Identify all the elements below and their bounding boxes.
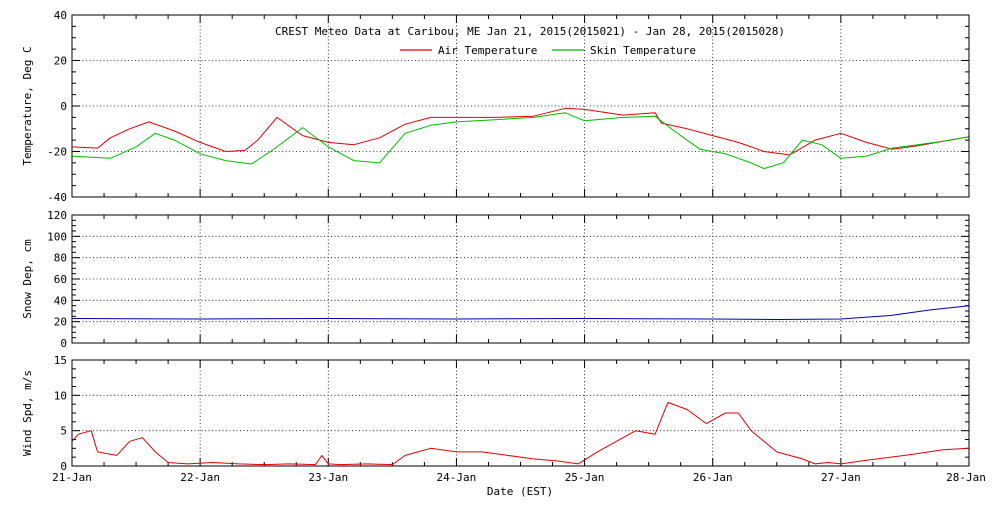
x-tick-label: 21-Jan xyxy=(52,471,92,484)
legend-label-skin-temperature: Skin Temperature xyxy=(590,44,696,57)
snow-depth-ytick-label: 20 xyxy=(54,316,67,329)
snow-depth-ytick-label: 40 xyxy=(54,294,67,307)
wind-speed-plot-frame xyxy=(71,359,970,467)
legend: Air Temperature Skin Temperature xyxy=(400,44,696,57)
wind-speed-ytick-label: 0 xyxy=(60,460,67,473)
x-tick-label: 24-Jan xyxy=(437,471,477,484)
temperature-ytick-label: 0 xyxy=(60,100,67,113)
x-tick-label: 22-Jan xyxy=(180,471,220,484)
temperature-ytick-label: 40 xyxy=(54,9,67,22)
chart-title: CREST Meteo Data at Caribou, ME Jan 21, … xyxy=(275,25,785,38)
snow-depth-ytick-label: 60 xyxy=(54,273,67,286)
x-axis-label: Date (EST) xyxy=(487,485,553,498)
temperature-series-air-temperature xyxy=(71,107,970,156)
snow-depth-plot-frame xyxy=(71,214,970,344)
snow-depth-ytick-label: 120 xyxy=(47,209,67,222)
wind-speed-panel: 0 5 10 15 Wind Spd, m/s 21-Jan 22-Jan 23-Jan 24-… xyxy=(21,354,986,484)
wind-speed-ytick-label: 15 xyxy=(54,354,67,367)
temperature-panel: -40 -20 0 20 40 Temperature, Deg C xyxy=(21,9,970,204)
legend-label-air-temperature: Air Temperature xyxy=(438,44,537,57)
x-tick-label: 23-Jan xyxy=(308,471,348,484)
x-tick-label: 27-Jan xyxy=(821,471,861,484)
temperature-ytick-label: -40 xyxy=(47,191,67,204)
snow-depth-ytick-label: 80 xyxy=(54,252,67,265)
snow-depth-series-0 xyxy=(71,305,970,320)
wind-speed-ytick-label: 5 xyxy=(60,425,67,438)
wind-speed-ytick-label: 10 xyxy=(54,389,67,402)
x-tick-label: 28-Jan xyxy=(946,471,986,484)
snow-depth-ytick-label: 0 xyxy=(60,337,67,350)
snow-depth-panel: 0 20 40 60 80 100 120 Snow Dep, cm xyxy=(21,209,970,350)
temperature-ytick-label: 20 xyxy=(54,55,67,68)
temperature-ytick-label: -20 xyxy=(47,146,67,159)
x-tick-label: 25-Jan xyxy=(565,471,605,484)
snow-depth-ytick-label: 100 xyxy=(47,230,67,243)
temperature-series-skin-temperature xyxy=(71,112,970,170)
wind-speed-y-axis-label: Wind Spd, m/s xyxy=(21,370,34,456)
snow-depth-y-axis-label: Snow Dep, cm xyxy=(21,239,34,319)
temperature-y-axis-label: Temperature, Deg C xyxy=(21,46,34,165)
x-tick-label: 26-Jan xyxy=(693,471,733,484)
temperature-plot-frame xyxy=(71,14,970,198)
wind-speed-series-0 xyxy=(71,401,970,466)
